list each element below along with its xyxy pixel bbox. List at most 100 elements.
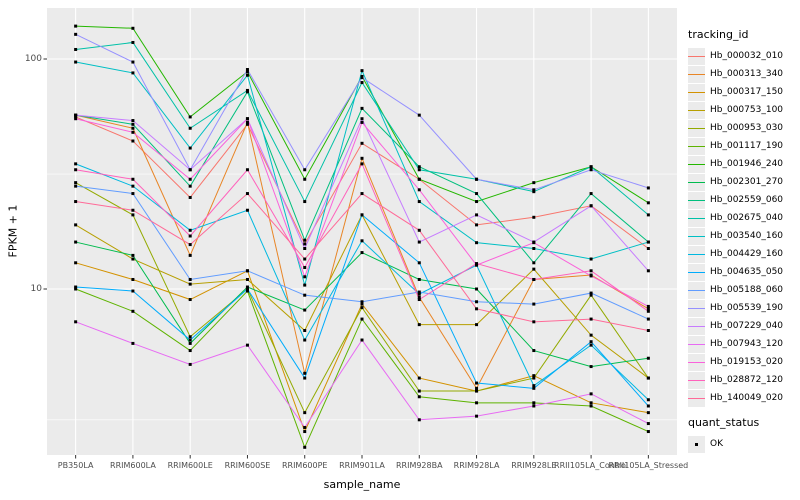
x-tick-label: RRIM928BA: [395, 461, 443, 470]
data-point: [532, 215, 536, 219]
data-point: [303, 200, 307, 204]
legend-key: [688, 83, 705, 101]
data-point: [360, 156, 364, 160]
legend-label: Hb_140049_020: [710, 393, 784, 403]
data-point: [532, 267, 536, 271]
data-point: [131, 126, 135, 130]
data-point: [417, 292, 421, 296]
data-point: [303, 177, 307, 181]
legend-label: Hb_005188_060: [710, 285, 784, 295]
data-point: [417, 177, 421, 181]
data-point: [74, 115, 78, 119]
data-point: [532, 386, 536, 390]
data-point: [475, 262, 479, 266]
data-point: [245, 122, 249, 126]
legend-key: [688, 353, 705, 371]
legend-item: Hb_002675_040: [688, 209, 798, 227]
legend-label: Hb_000753_100: [710, 105, 784, 115]
data-point: [74, 47, 78, 51]
data-point: [589, 365, 593, 369]
data-point: [74, 240, 78, 244]
data-point: [532, 246, 536, 250]
legend-key: [688, 435, 705, 453]
data-point: [74, 223, 78, 227]
legend-item: Hb_000953_030: [688, 119, 798, 137]
data-point: [74, 113, 78, 117]
legend-item: Hb_007943_120: [688, 335, 798, 353]
x-tick-label: PB350LA: [57, 461, 94, 470]
data-point: [245, 117, 249, 121]
data-point: [475, 263, 479, 267]
data-point: [532, 190, 536, 194]
legend-label: Hb_000317_150: [710, 87, 784, 97]
legend-line-swatch: [688, 361, 705, 363]
data-point: [360, 306, 364, 310]
legend-key: [688, 227, 705, 245]
data-point: [417, 168, 421, 172]
data-point: [188, 277, 192, 281]
legend-label: Hb_005539_190: [710, 303, 784, 313]
x-tick-label: RRII105LA_Stressed: [608, 461, 689, 470]
data-point: [475, 307, 479, 311]
data-point: [532, 241, 536, 245]
data-point: [188, 146, 192, 150]
data-point: [131, 40, 135, 44]
data-point: [475, 389, 479, 393]
legend-line-swatch: [688, 73, 705, 75]
legend-key: [688, 335, 705, 353]
legend-item: Hb_028872_120: [688, 371, 798, 389]
data-point: [417, 389, 421, 393]
legend-label: Hb_002675_040: [710, 213, 784, 223]
legend-line-swatch: [688, 199, 705, 201]
legend-item: Hb_000317_150: [688, 83, 798, 101]
data-point: [188, 282, 192, 286]
legend-label: OK: [710, 439, 723, 449]
legend-key: [688, 281, 705, 299]
legend-line-swatch: [688, 217, 705, 219]
legend-key: [688, 245, 705, 263]
x-tick-label: RRIM600LA: [110, 461, 156, 470]
legend-key: [688, 155, 705, 173]
data-point: [532, 376, 536, 380]
legend-label: Hb_001117_190: [710, 141, 784, 151]
legend-line-swatch: [688, 109, 705, 111]
data-point: [360, 300, 364, 304]
x-tick-label: RRIM928LE: [511, 461, 557, 470]
data-point: [188, 184, 192, 188]
legend-key: [688, 119, 705, 137]
data-point: [360, 117, 364, 121]
data-point: [74, 24, 78, 28]
data-point: [532, 302, 536, 306]
legend-line-swatch: [688, 271, 705, 273]
data-point: [74, 261, 78, 265]
legend-line-swatch: [688, 91, 705, 93]
data-point: [646, 246, 650, 250]
data-point: [475, 414, 479, 418]
data-point: [188, 234, 192, 238]
data-point: [532, 320, 536, 324]
data-point: [646, 213, 650, 217]
legend-key: [688, 65, 705, 83]
data-point: [646, 240, 650, 244]
data-point: [303, 283, 307, 287]
data-point: [589, 274, 593, 278]
data-point: [646, 307, 650, 311]
data-point: [646, 201, 650, 205]
data-point: [131, 177, 135, 181]
legend-entries: Hb_000032_010 Hb_000313_340 Hb_000317_150 H…: [688, 47, 798, 407]
data-point: [532, 384, 536, 388]
data-point: [646, 411, 650, 415]
data-point: [417, 261, 421, 265]
data-point: [303, 293, 307, 297]
data-point: [417, 165, 421, 169]
data-point: [589, 401, 593, 405]
legend-line-swatch: [688, 379, 705, 381]
data-point: [360, 141, 364, 145]
legend-line-swatch: [688, 325, 705, 327]
data-point: [303, 308, 307, 312]
data-point: [360, 239, 364, 243]
data-point: [417, 323, 421, 327]
data-point: [245, 120, 249, 124]
data-point: [245, 68, 249, 72]
legend-label: Hb_004635_050: [710, 267, 784, 277]
